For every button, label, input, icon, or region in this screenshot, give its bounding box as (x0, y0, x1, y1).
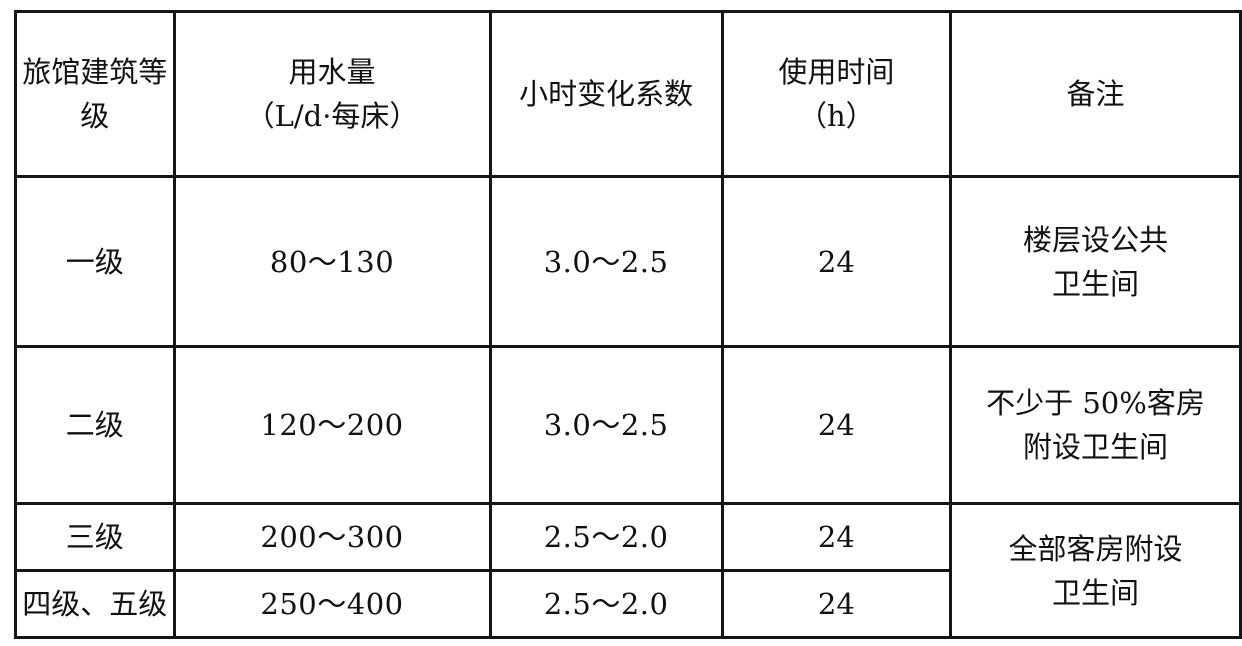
water-quota-table: 旅馆建筑等级 用水量 （L/d·每床） 小时变化系数 使用时间 （h） 备注 一… (14, 10, 1242, 639)
hours-cell: 24 (720, 569, 952, 639)
table-row: 四级、五级 250～400 2.5～2.0 24 (14, 569, 1241, 639)
grade-cell: 四级、五级 (14, 569, 176, 639)
hours-cell: 24 (720, 175, 952, 348)
grade-cell: 三级 (14, 502, 176, 572)
table-row: 一级 80～130 3.0～2.5 24 楼层设公共 卫生间 (14, 175, 1242, 348)
hours-cell: 24 (720, 502, 952, 572)
coefficient-cell: 3.0～2.5 (488, 175, 724, 348)
remarks-merged-cell: 全部客房附设 卫生间 (948, 502, 1242, 639)
water-usage-cell: 80～130 (172, 175, 492, 348)
table-row: 三级 200～300 2.5～2.0 24 全部客房附设 卫生间 (14, 502, 1242, 639)
header-remarks: 备注 (948, 10, 1242, 178)
grade-cell: 二级 (14, 345, 176, 505)
header-grade: 旅馆建筑等级 (14, 10, 176, 178)
water-usage-cell: 250～400 (172, 569, 492, 639)
header-row: 旅馆建筑等级 用水量 （L/d·每床） 小时变化系数 使用时间 （h） 备注 (14, 10, 1242, 178)
coefficient-cell: 2.5～2.0 (488, 569, 724, 639)
water-usage-cell: 200～300 (172, 502, 492, 572)
coefficient-cell: 3.0～2.5 (488, 345, 724, 505)
water-usage-cell: 120～200 (172, 345, 492, 505)
hours-cell: 24 (720, 345, 952, 505)
header-water-usage: 用水量 （L/d·每床） (172, 10, 492, 178)
remarks-cell: 不少于 50%客房 附设卫生间 (948, 345, 1242, 505)
grade-cell: 一级 (14, 175, 176, 348)
table-row: 二级 120～200 3.0～2.5 24 不少于 50%客房 附设卫生间 (14, 345, 1242, 505)
header-hourly-coefficient: 小时变化系数 (488, 10, 724, 178)
coefficient-cell: 2.5～2.0 (488, 502, 724, 572)
remarks-cell: 楼层设公共 卫生间 (948, 175, 1242, 348)
header-usage-hours: 使用时间 （h） (720, 10, 952, 178)
